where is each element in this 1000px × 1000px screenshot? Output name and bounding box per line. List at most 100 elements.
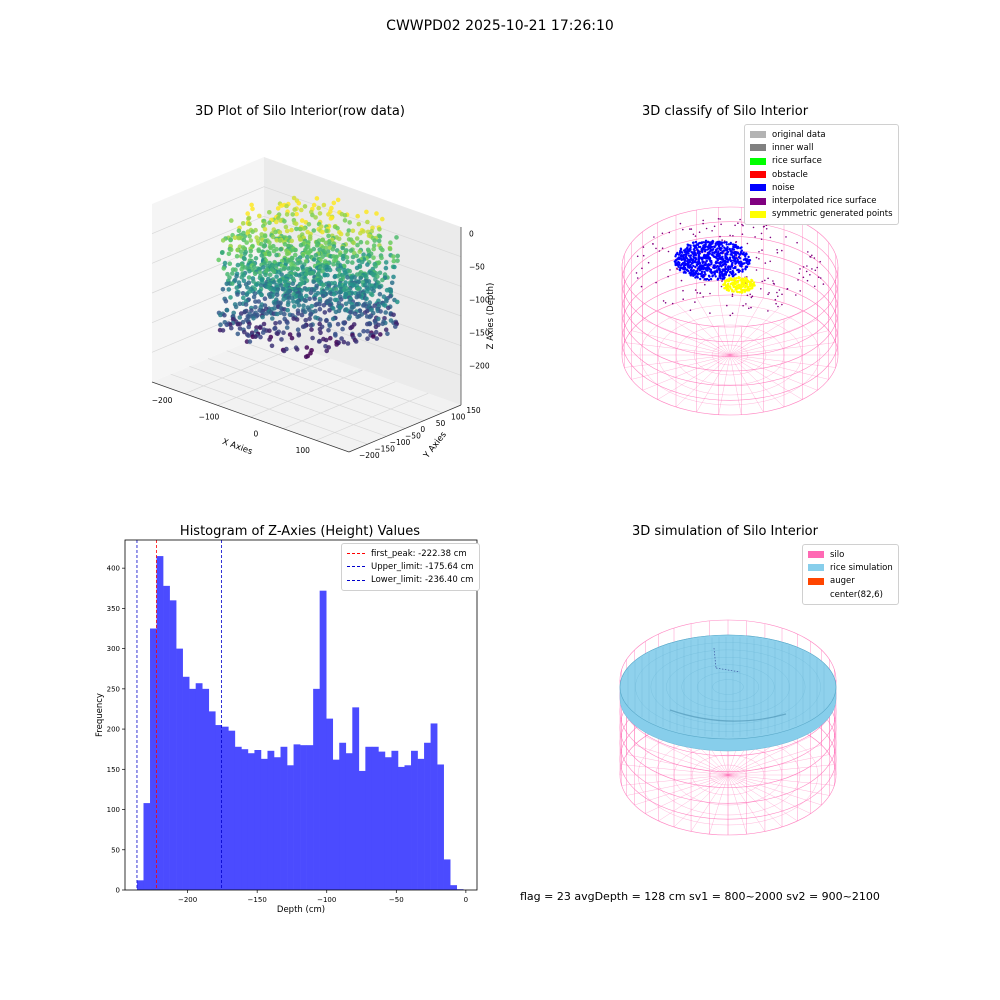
histogram-bar: [339, 742, 347, 890]
data-point: [342, 294, 348, 300]
interpolated-point: [704, 283, 706, 286]
data-point: [304, 254, 310, 260]
data-point: [243, 302, 249, 307]
data-point: [335, 321, 341, 327]
interpolated-point: [711, 230, 713, 232]
histogram-bar: [332, 759, 340, 890]
classify-3d-plot: −400−20002004006006004002000−200−4002000…: [621, 206, 839, 416]
data-point: [296, 333, 302, 338]
data-point: [240, 291, 246, 296]
noise-point: [740, 265, 743, 268]
data-point: [376, 238, 382, 244]
x-tick-label: −200: [152, 396, 173, 405]
interpolated-point: [655, 247, 657, 250]
legend-entry-symmetric: symmetric generated points: [750, 208, 893, 221]
data-point: [333, 254, 339, 260]
data-point: [340, 256, 346, 262]
data-point: [358, 230, 363, 236]
interpolated-point: [721, 239, 723, 241]
data-point: [237, 326, 243, 331]
interpolated-point: [799, 268, 801, 270]
interpolated-point: [768, 292, 770, 294]
data-point: [225, 271, 230, 277]
simulation-legend: silo rice simulation auger center(82,6): [802, 544, 899, 606]
legend-entry-lower-limit: Lower_limit: -236.40 cm: [347, 574, 474, 587]
interpolated-point: [746, 242, 749, 245]
y-axis-line: [348, 404, 462, 453]
data-point: [371, 243, 377, 248]
interpolated-point: [635, 272, 638, 274]
interpolated-point: [694, 289, 697, 291]
histogram-bar: [456, 889, 464, 890]
data-point: [326, 212, 331, 217]
data-point: [394, 235, 399, 240]
interpolated-point: [661, 232, 664, 235]
z-tick-label: −200: [469, 361, 490, 370]
data-point: [290, 281, 296, 286]
data-point: [295, 266, 301, 272]
noise-point: [729, 241, 732, 245]
noise-point: [701, 250, 704, 253]
x-tick-label: −100: [199, 413, 220, 422]
data-point: [278, 283, 284, 288]
data-point: [301, 303, 306, 309]
noise-point: [747, 255, 750, 259]
noise-point: [698, 268, 702, 271]
symmetric-point: [725, 285, 728, 289]
data-point: [235, 322, 241, 327]
interpolated-point: [764, 279, 766, 282]
histogram-bar: [378, 751, 386, 890]
interpolated-point: [760, 238, 763, 240]
data-point: [324, 318, 329, 324]
noise-point: [677, 253, 681, 256]
data-point: [343, 301, 349, 307]
data-point: [380, 247, 385, 253]
interpolated-point: [760, 232, 763, 235]
data-point: [324, 267, 330, 273]
data-point: [222, 312, 227, 318]
noise-point: [696, 251, 699, 255]
interpolated-point: [709, 312, 711, 314]
data-point: [264, 311, 270, 316]
data-point: [369, 292, 375, 298]
data-point: [308, 323, 314, 328]
data-point: [227, 322, 233, 327]
auger-marker: [715, 667, 741, 673]
noise-point: [724, 263, 728, 266]
data-point: [236, 228, 242, 233]
data-point: [355, 213, 361, 219]
noise-point: [734, 252, 737, 256]
data-point: [325, 249, 331, 254]
data-point: [324, 348, 330, 354]
data-point: [344, 255, 350, 260]
data-point: [292, 207, 298, 212]
noise-point: [726, 269, 730, 272]
noise-point: [716, 278, 719, 281]
noise-point: [729, 253, 732, 256]
data-point: [304, 345, 310, 350]
histogram-bar: [424, 742, 431, 890]
data-point: [240, 221, 246, 226]
noise-point: [737, 262, 741, 265]
data-point: [229, 218, 234, 223]
data-point: [349, 276, 354, 281]
data-point: [342, 218, 348, 223]
data-point: [395, 258, 400, 264]
noise-point: [696, 249, 700, 253]
noise-point: [703, 256, 706, 260]
data-point: [388, 289, 394, 295]
noise-point: [686, 247, 689, 250]
raw-3d-plot: −200−1000100150100500−50−100−150−2000−50…: [152, 157, 496, 461]
noise-point: [709, 249, 712, 252]
interpolated-point: [819, 277, 822, 279]
interpolated-point: [776, 249, 778, 251]
legend-entry-auger: auger: [808, 575, 893, 588]
noise-point: [718, 273, 722, 277]
interpolated-point: [655, 281, 657, 284]
interpolated-point: [763, 225, 765, 228]
data-point: [377, 291, 383, 297]
noise-point: [738, 269, 742, 273]
histogram-bar: [300, 745, 307, 890]
data-point: [284, 228, 290, 234]
y-tick-label: 150: [466, 406, 481, 415]
